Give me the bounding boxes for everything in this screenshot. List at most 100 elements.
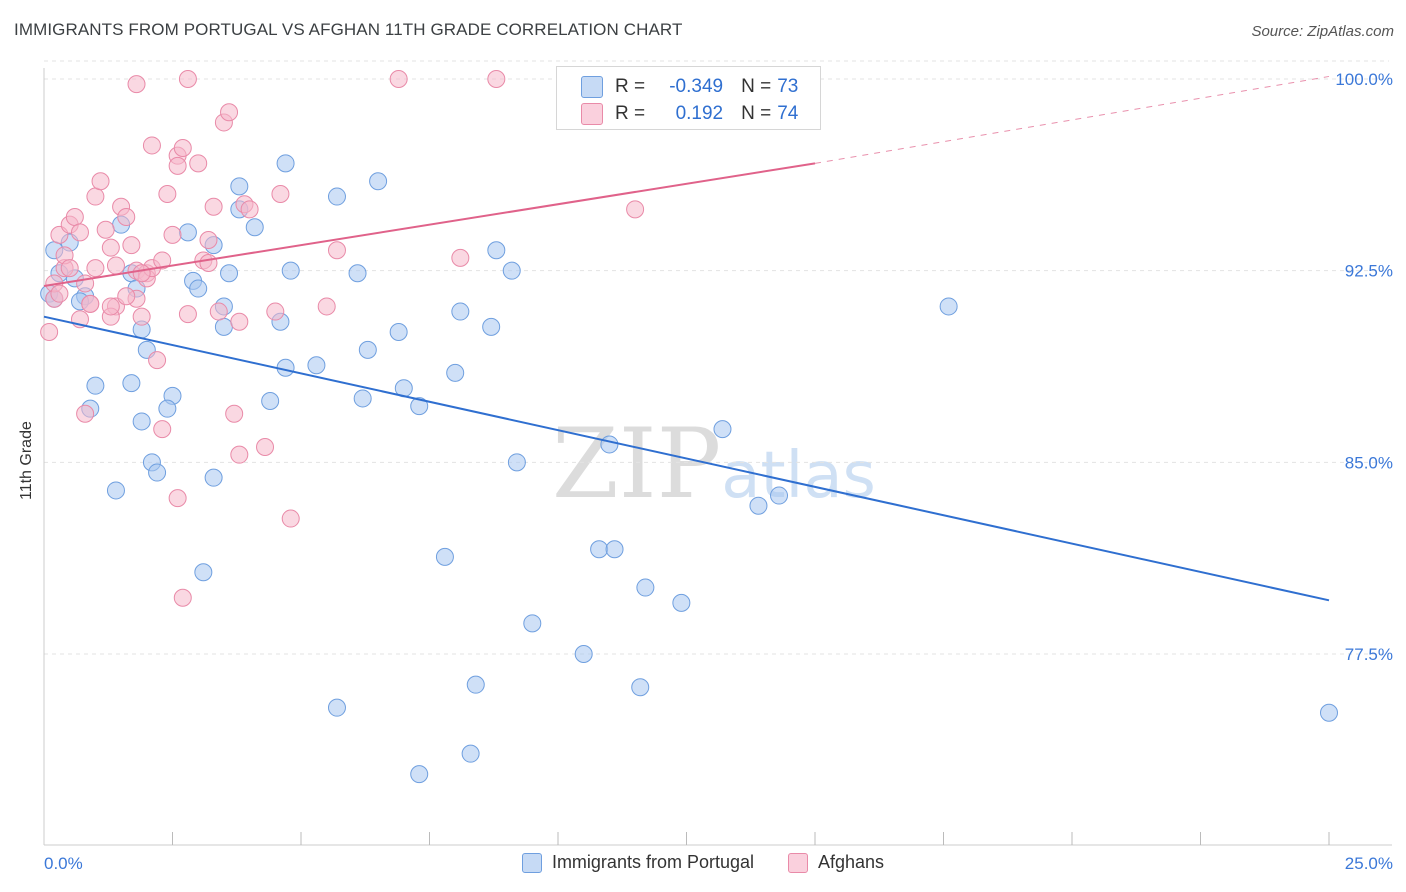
y-tick-label: 85.0% [1345,453,1393,472]
point-afghan [266,302,285,321]
point-portugal [487,241,506,260]
point-afghan [209,302,228,321]
point-portugal [461,744,480,763]
point-portugal [86,376,105,395]
point-portugal [600,435,619,454]
point-afghan [81,294,100,313]
point-portugal [106,481,125,500]
point-portugal [327,187,346,206]
point-portugal [148,463,167,482]
point-portugal [435,547,454,566]
point-afghan [132,307,151,326]
point-portugal [281,261,300,280]
point-afghan [50,284,69,303]
watermark: ZIPatlas [552,408,876,520]
stats-row-portugal: R = -0.349 N = 73 [581,73,798,101]
point-afghan [389,70,408,88]
stats-r-label: R = [615,76,646,97]
point-portugal [214,317,233,336]
point-portugal [672,593,691,612]
point-portugal [204,468,223,487]
point-portugal [348,264,367,283]
point-portugal [245,218,264,237]
point-afghan [204,197,223,216]
point-afghan [626,200,645,219]
legend-item-afghans[interactable]: Afghans [788,852,884,873]
stats-n-value: 74 [777,103,799,124]
point-portugal [220,264,239,283]
point-portugal [446,363,465,382]
point-afghan [327,241,346,260]
trendline-afghan [43,162,816,287]
stats-swatch-portugal [581,76,603,98]
stats-row-afghans: R = 0.192 N = 74 [581,100,798,128]
point-afghan [142,136,161,155]
point-portugal [369,172,388,191]
point-portugal [132,412,151,431]
point-afghan [168,156,187,175]
point-portugal [358,340,377,359]
legend-label-portugal: Immigrants from Portugal [551,852,754,872]
point-afghan [158,185,177,203]
point-afghan [225,404,244,423]
point-afghan [148,351,167,370]
point-afghan [178,70,197,88]
y-axis-label: 11th Grade [18,421,35,500]
point-afghan [96,220,115,239]
point-portugal [122,374,141,393]
point-afghan [271,185,290,203]
stats-legend: R = -0.349 N = 73 R = 0.192 N = 74 [556,66,821,130]
point-portugal [574,645,593,663]
point-afghan [173,588,192,607]
point-afghan [101,297,120,316]
point-afghan [65,208,84,226]
point-portugal [1320,703,1338,722]
legend-swatch-portugal [521,852,542,873]
point-afghan [132,264,151,283]
point-afghan [101,238,120,257]
watermark-zip: ZIP [552,408,722,520]
point-afghan [317,297,336,316]
stats-swatch-afghans [581,103,603,125]
point-afghan [451,248,470,267]
point-afghan [70,223,89,242]
point-portugal [410,397,429,416]
point-afghan [199,254,218,272]
point-portugal [178,223,197,242]
x-tick-label-max: 25.0% [1345,854,1393,873]
point-afghan [86,259,105,278]
point-afghan [178,305,197,324]
point-portugal [605,540,624,559]
point-afghan [240,200,259,219]
point-afghan [163,225,182,244]
point-afghan [230,312,249,331]
point-portugal [631,678,650,697]
point-portugal [230,177,249,196]
watermark-atlas: atlas [721,439,876,513]
point-portugal [451,302,470,321]
point-afghan [220,103,239,122]
stats-r-label: R = [615,103,646,124]
trendline-portugal [43,315,1330,602]
stats-r-value: -0.349 [669,76,724,97]
legend-item-portugal[interactable]: Immigrants from Portugal [521,852,754,873]
source-note: Source: ZipAtlas.com [1251,23,1394,40]
point-portugal [749,496,768,515]
x-tick-label-min: 0.0% [44,854,83,873]
stats-n-label: N = [741,103,772,124]
point-afghan [199,231,218,249]
point-afghan [91,172,110,191]
stats-r-value: 0.192 [675,103,724,124]
point-portugal [189,279,208,298]
point-portugal [590,540,609,559]
point-afghan [117,208,136,226]
point-portugal [389,323,408,341]
point-afghan [60,259,79,278]
point-afghan [487,70,506,88]
point-portugal [507,453,526,472]
point-portugal [194,563,213,582]
legend-label-afghans: Afghans [818,852,885,872]
point-afghan [281,509,300,528]
point-afghan [76,274,95,293]
